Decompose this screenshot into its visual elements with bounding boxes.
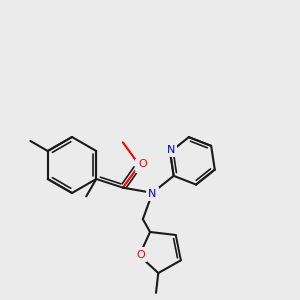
Text: O: O [136, 250, 145, 260]
Text: O: O [137, 161, 146, 171]
Text: O: O [138, 159, 147, 170]
Text: N: N [148, 189, 157, 199]
Text: N: N [167, 145, 175, 155]
